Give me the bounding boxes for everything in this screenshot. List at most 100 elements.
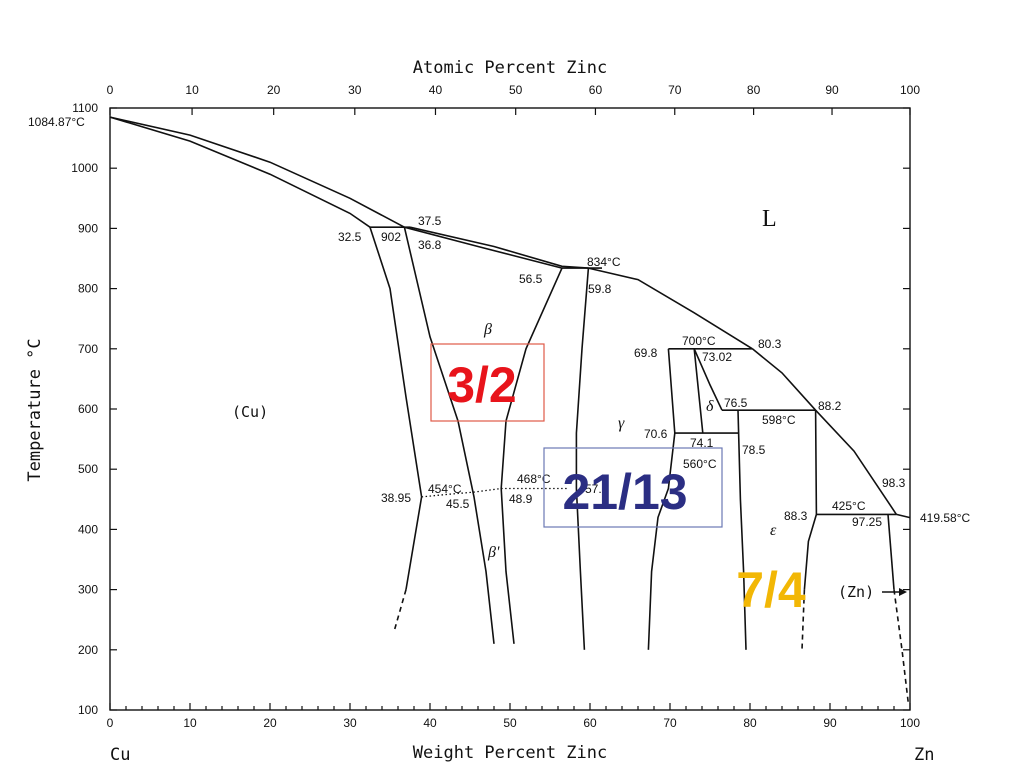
top-tick-label: 20 bbox=[267, 83, 281, 97]
y-tick-label: 500 bbox=[78, 462, 98, 476]
top-axis-title: Atomic Percent Zinc bbox=[413, 58, 607, 78]
ratio-21-13-label: 21/13 bbox=[562, 464, 687, 520]
boundary-ordering-beta-prime bbox=[421, 487, 567, 498]
ann-76-5: 76.5 bbox=[724, 396, 748, 410]
ann-598: 598°C bbox=[762, 413, 796, 427]
ann-468: 468°C bbox=[517, 472, 551, 486]
x-tick-label: 90 bbox=[823, 716, 837, 730]
ann-56-5: 56.5 bbox=[519, 272, 543, 286]
x-tick-label: 10 bbox=[183, 716, 197, 730]
axis-ticks: 0 10 20 30 40 50 60 70 80 90 1000 10 20 30 40 50 60 70 80 9… bbox=[71, 83, 920, 730]
ann-98-3: 98.3 bbox=[882, 476, 906, 490]
y-axis-title: Temperature °C bbox=[25, 338, 45, 481]
y-tick-label: 900 bbox=[78, 221, 98, 235]
top-tick-label: 80 bbox=[747, 83, 761, 97]
y-tick-label: 600 bbox=[78, 402, 98, 416]
boundary-zn-solvus-dashed bbox=[893, 589, 910, 705]
zn-corner-label: Zn bbox=[914, 745, 934, 765]
ann-38-95: 38.95 bbox=[381, 491, 411, 505]
top-tick-label: 90 bbox=[825, 83, 839, 97]
y-tick-label: 100 bbox=[78, 703, 98, 717]
x-tick-label: 80 bbox=[743, 716, 757, 730]
boundary-epsilon-right bbox=[803, 410, 818, 590]
ann-45-5: 45.5 bbox=[446, 497, 470, 511]
ann-32-5: 32.5 bbox=[338, 230, 362, 244]
boundary-zn-solvus bbox=[887, 514, 895, 590]
cu-corner-label: Cu bbox=[110, 745, 130, 765]
ann-97-25: 97.25 bbox=[852, 515, 882, 529]
boundary-cu-solvus-dashed bbox=[393, 589, 407, 632]
ann-59-8: 59.8 bbox=[588, 282, 612, 296]
ann-454: 454°C bbox=[428, 482, 462, 496]
boundary-epsilon-left bbox=[737, 410, 747, 650]
y-tick-label: 400 bbox=[78, 522, 98, 536]
top-tick-label: 30 bbox=[348, 83, 362, 97]
epsilon-phase-label: ε bbox=[770, 522, 777, 539]
top-tick-label: 50 bbox=[509, 83, 523, 97]
zn-phase-label: (Zn) bbox=[838, 583, 874, 601]
ann-902: 902 bbox=[381, 230, 401, 244]
ann-425: 425°C bbox=[832, 499, 866, 513]
x-tick-label: 0 bbox=[107, 716, 114, 730]
delta-phase-label: δ bbox=[706, 398, 714, 415]
ann-88-2: 88.2 bbox=[818, 399, 842, 413]
boundary-beta-right bbox=[500, 267, 563, 644]
y-tick-label: 300 bbox=[78, 583, 98, 597]
top-tick-label: 60 bbox=[589, 83, 603, 97]
ann-80-3: 80.3 bbox=[758, 337, 782, 351]
phase-boundaries bbox=[109, 116, 911, 705]
top-tick-label: 40 bbox=[429, 83, 443, 97]
ratio-3-2-label: 3/2 bbox=[447, 357, 517, 413]
liquid-phase-label: L bbox=[762, 206, 777, 232]
ann-560: 560°C bbox=[683, 457, 717, 471]
x-tick-label: 50 bbox=[503, 716, 517, 730]
boundary-gamma-right bbox=[647, 348, 676, 650]
boundary-solidus-cu bbox=[109, 116, 371, 228]
y-tick-label: 1100 bbox=[72, 101, 98, 115]
zn-label-arrowhead bbox=[899, 588, 907, 596]
ann-69-8: 69.8 bbox=[634, 346, 658, 360]
ann-70-6: 70.6 bbox=[644, 427, 668, 441]
x-tick-label: 20 bbox=[263, 716, 277, 730]
y-tick-label: 800 bbox=[78, 282, 98, 296]
ann-36-8: 36.8 bbox=[418, 238, 442, 252]
ann-73-02: 73.02 bbox=[702, 350, 732, 364]
top-tick-label: 70 bbox=[668, 83, 682, 97]
ann-37-5: 37.5 bbox=[418, 214, 442, 228]
beta-phase-label: β bbox=[483, 321, 492, 338]
boundary-epsilon-right-dashed bbox=[801, 589, 806, 650]
ann-74-1: 74.1 bbox=[690, 436, 714, 450]
x-tick-label: 100 bbox=[900, 716, 920, 730]
boundary-liquidus-epsilon bbox=[815, 409, 898, 515]
x-tick-label: 40 bbox=[423, 716, 437, 730]
ann-88-3: 88.3 bbox=[784, 509, 808, 523]
x-axis-title: Weight Percent Zinc bbox=[413, 743, 607, 763]
boundary-beta-left bbox=[403, 227, 495, 644]
boundary-liquidus-beta bbox=[409, 226, 589, 269]
x-tick-label: 30 bbox=[343, 716, 357, 730]
x-tick-label: 60 bbox=[583, 716, 597, 730]
top-tick-label: 0 bbox=[107, 83, 114, 97]
ann-834: 834°C bbox=[587, 255, 621, 269]
ann-700: 700°C bbox=[682, 334, 716, 348]
x-tick-label: 70 bbox=[663, 716, 677, 730]
top-tick-label: 10 bbox=[185, 83, 199, 97]
boundary-delta-right bbox=[693, 348, 723, 411]
ann-cu-melt: 1084.87°C bbox=[28, 115, 85, 129]
ann-48-9: 48.9 bbox=[509, 492, 533, 506]
ratio-21-13-box bbox=[543, 447, 723, 528]
beta-prime-phase-label: β' bbox=[487, 544, 500, 561]
boundary-cu-solvus bbox=[369, 226, 423, 590]
cu-phase-label: (Cu) bbox=[232, 403, 268, 421]
boundary-gamma-left bbox=[575, 268, 590, 650]
boundary-delta-left bbox=[693, 348, 704, 434]
boundary-liquidus-gamma bbox=[588, 267, 753, 350]
y-tick-label: 700 bbox=[78, 342, 98, 356]
ratio-7-4-label: 7/4 bbox=[736, 562, 806, 618]
y-tick-label: 1000 bbox=[71, 161, 98, 175]
gamma-phase-label: γ bbox=[618, 415, 625, 432]
top-tick-label: 100 bbox=[900, 83, 920, 97]
boundary-liquidus-cu bbox=[109, 116, 405, 228]
ann-zn-melt: 419.58°C bbox=[920, 511, 971, 525]
